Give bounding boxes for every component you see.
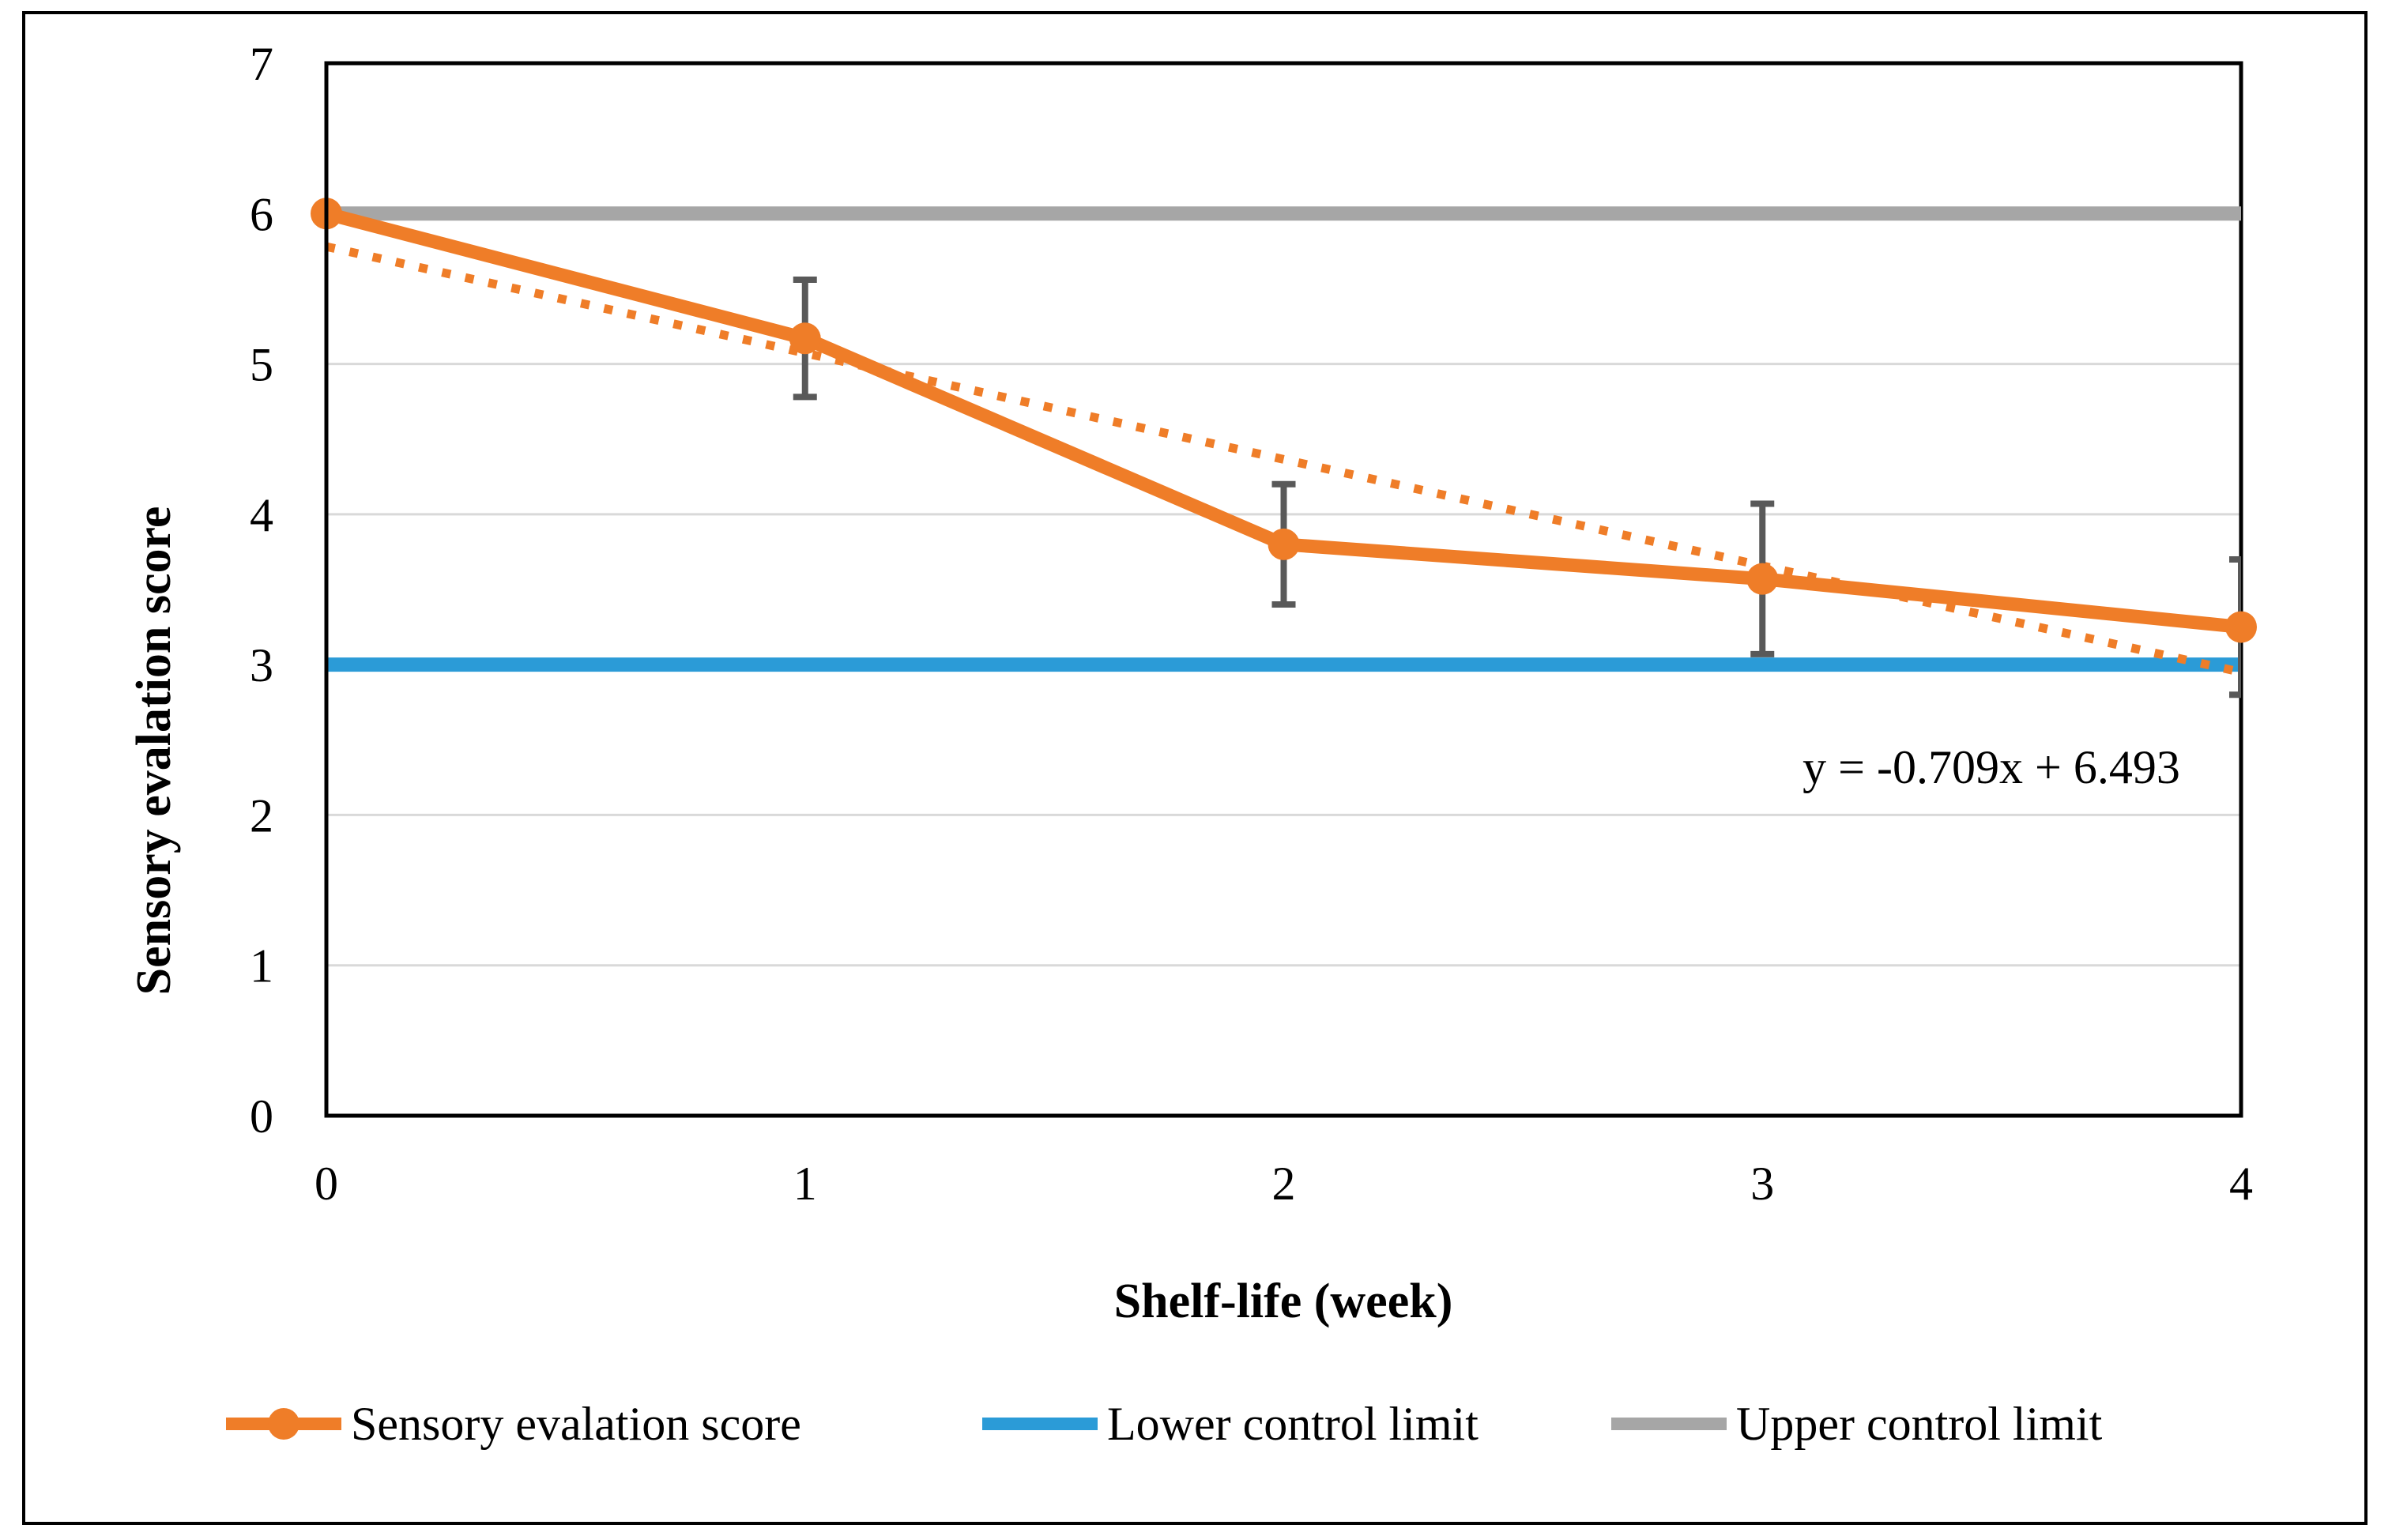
y-tick-label-0: 0 xyxy=(250,1090,273,1143)
data-point-week2 xyxy=(1268,528,1300,560)
x-tick-label-2: 2 xyxy=(1272,1158,1296,1210)
y-tick-label-1: 1 xyxy=(250,940,273,992)
y-tick-label-3: 3 xyxy=(250,639,273,691)
x-axis-title: Shelf-life (week) xyxy=(1113,1275,1453,1328)
data-point-week4 xyxy=(2225,611,2257,643)
legend-line-icon xyxy=(1611,1418,1727,1430)
y-tick-label-6: 6 xyxy=(250,188,273,240)
x-tick-label-1: 1 xyxy=(793,1158,817,1210)
legend-line-marker-icon xyxy=(226,1408,341,1440)
y-tick-label-5: 5 xyxy=(250,339,273,391)
legend-line-icon xyxy=(982,1418,1098,1430)
y-tick-label-2: 2 xyxy=(250,789,273,842)
legend-label: Sensory evalation score xyxy=(351,1397,801,1450)
trendline-equation-label: y = -0.709x + 6.493 xyxy=(1802,741,2180,793)
x-tick-label-0: 0 xyxy=(315,1158,338,1210)
y-axis-title: Sensory evalation score xyxy=(127,506,181,996)
figure-border xyxy=(22,11,2368,1525)
x-tick-label-3: 3 xyxy=(1750,1158,1774,1210)
y-tick-label-7: 7 xyxy=(250,38,273,90)
data-point-week3 xyxy=(1746,563,1779,595)
legend-item-sensory-score: Sensory evalation score xyxy=(226,1398,801,1450)
y-tick-label-4: 4 xyxy=(250,489,273,541)
trendline-dotted xyxy=(325,242,2243,677)
legend-item-upper-control-limit: Upper control limit xyxy=(1611,1398,2102,1450)
legend-label: Lower control limit xyxy=(1107,1397,1479,1450)
error-bars xyxy=(793,277,2241,698)
x-tick-label-4: 4 xyxy=(2229,1158,2253,1210)
data-point-week1 xyxy=(789,322,821,355)
legend-item-lower-control-limit: Lower control limit xyxy=(982,1398,1479,1450)
legend-label: Upper control limit xyxy=(1736,1397,2103,1450)
